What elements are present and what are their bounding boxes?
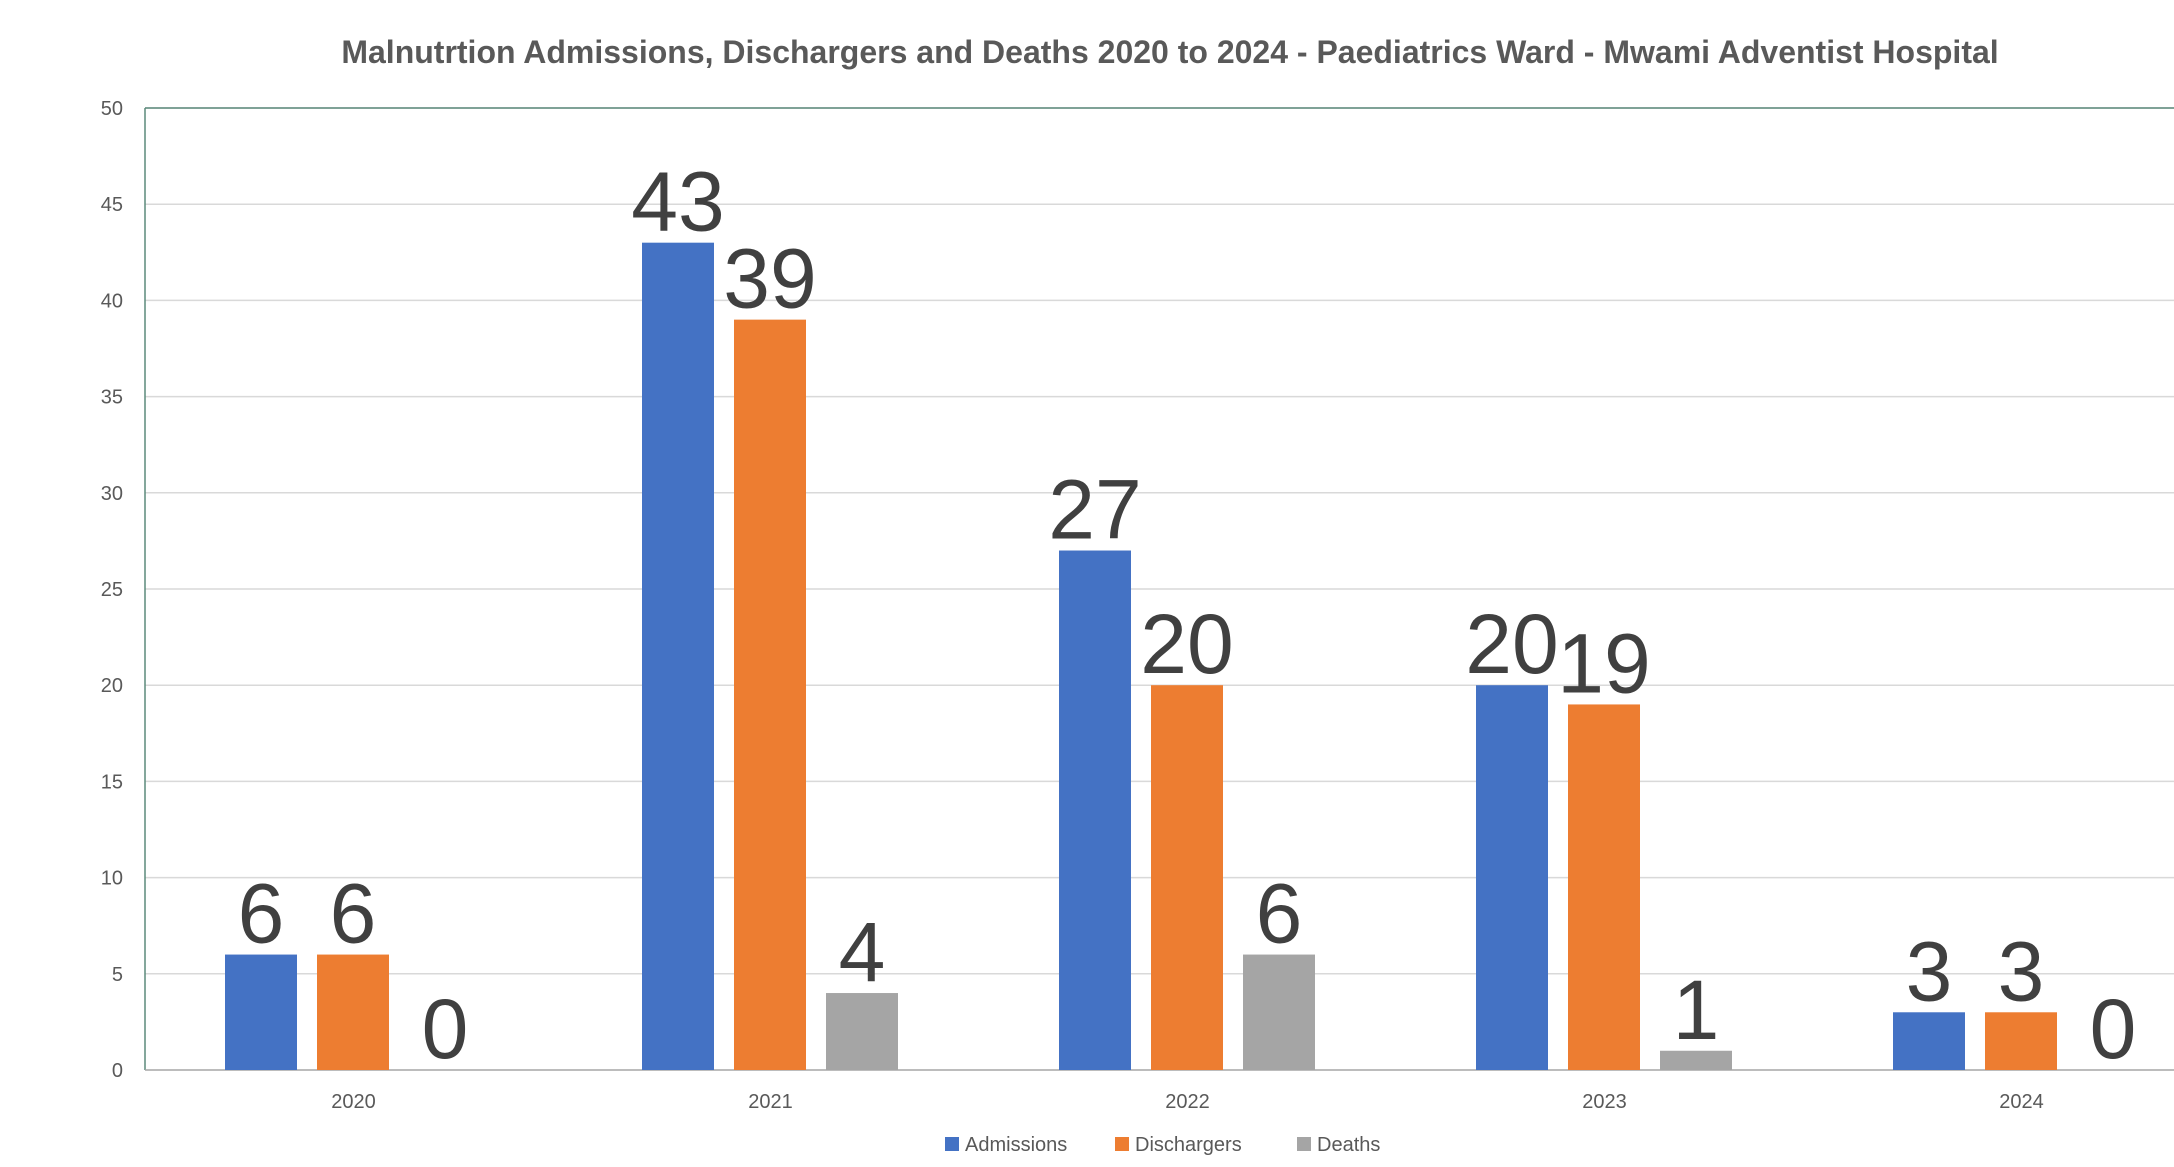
data-label: 27 <box>1048 463 1141 557</box>
legend-label: Deaths <box>1317 1134 1380 1156</box>
bar-dischargers <box>317 954 389 1070</box>
legend-swatch-dischargers <box>1115 1137 1129 1151</box>
bar-dischargers <box>1985 1012 2057 1070</box>
data-label: 6 <box>330 867 377 961</box>
y-tick-label: 25 <box>101 579 123 601</box>
data-label: 1 <box>1673 963 1720 1057</box>
data-label: 20 <box>1140 597 1233 691</box>
y-tick-label: 45 <box>101 194 123 216</box>
y-tick-label: 10 <box>101 868 123 890</box>
data-label: 3 <box>1906 924 1953 1018</box>
legend-label: Admissions <box>965 1134 1067 1156</box>
data-label: 4 <box>839 905 886 999</box>
bars <box>225 242 2057 1070</box>
y-tick-label: 20 <box>101 675 123 697</box>
bar-deaths <box>1243 954 1315 1070</box>
bar-dischargers <box>734 319 806 1070</box>
x-tick-label: 2024 <box>1999 1091 2044 1113</box>
x-tick-label: 2022 <box>1165 1091 1210 1113</box>
data-label: 6 <box>238 867 285 961</box>
data-label: 0 <box>422 982 469 1076</box>
y-tick-label: 0 <box>112 1060 123 1082</box>
bar-deaths <box>826 993 898 1070</box>
bar-admissions <box>1059 550 1131 1070</box>
data-label: 19 <box>1557 616 1650 710</box>
data-label: 20 <box>1465 597 1558 691</box>
bar-admissions <box>225 954 297 1070</box>
y-tick-label: 50 <box>101 98 123 120</box>
bar-dischargers <box>1151 685 1223 1070</box>
bar-admissions <box>1893 1012 1965 1070</box>
legend: Admissions Dischargers Deaths <box>945 1134 1380 1156</box>
data-label: 0 <box>2090 982 2137 1076</box>
y-tick-label: 5 <box>112 964 123 986</box>
data-label: 43 <box>631 155 724 249</box>
y-tick-label: 40 <box>101 290 123 312</box>
chart-title: Malnutrtion Admissions, Dischargers and … <box>341 34 1998 70</box>
bar-admissions <box>642 242 714 1070</box>
bar-dischargers <box>1568 704 1640 1070</box>
legend-label: Dischargers <box>1135 1134 1242 1156</box>
x-tick-label: 2023 <box>1582 1091 1627 1113</box>
y-tick-label: 30 <box>101 483 123 505</box>
x-tick-label: 2020 <box>331 1091 376 1113</box>
x-tick-label: 2021 <box>748 1091 793 1113</box>
y-tick-label: 35 <box>101 387 123 409</box>
data-label: 39 <box>723 232 816 326</box>
data-label: 3 <box>1998 924 2045 1018</box>
bar-deaths <box>1660 1050 1732 1070</box>
legend-swatch-admissions <box>945 1137 959 1151</box>
legend-swatch-deaths <box>1297 1137 1311 1151</box>
y-tick-label: 15 <box>101 771 123 793</box>
data-label: 6 <box>1256 867 1303 961</box>
bar-admissions <box>1476 685 1548 1070</box>
